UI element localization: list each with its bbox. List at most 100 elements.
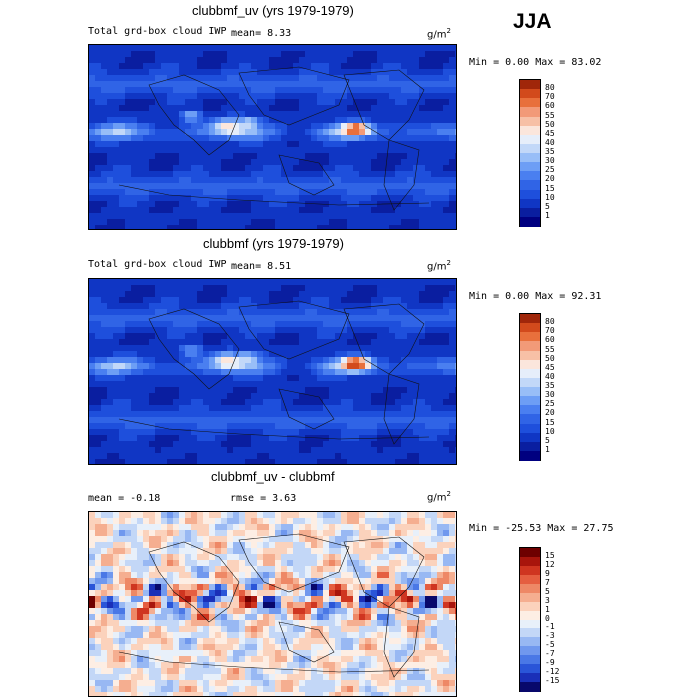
map-cell	[209, 548, 216, 555]
map-cell	[305, 309, 312, 316]
map-cell	[299, 441, 306, 448]
map-cell	[101, 333, 108, 340]
map-cell	[401, 608, 408, 615]
map-cell	[287, 447, 294, 454]
map-cell	[161, 423, 168, 430]
map-cell	[197, 309, 204, 316]
map-cell	[179, 518, 186, 525]
map-cell	[383, 207, 390, 214]
map-cell	[413, 387, 420, 394]
map-cell	[371, 512, 378, 519]
map-cell	[95, 530, 102, 537]
map-cell	[335, 111, 342, 118]
map-cell	[131, 123, 138, 130]
map-cell	[275, 75, 282, 82]
map-cell	[329, 387, 336, 394]
map-cell	[185, 596, 192, 603]
map-cell	[185, 441, 192, 448]
map-cell	[317, 518, 324, 525]
map-cell	[161, 441, 168, 448]
map-cell	[371, 93, 378, 100]
map-cell	[215, 45, 222, 52]
map-cell	[173, 129, 180, 136]
map-cell	[137, 153, 144, 160]
map-cell	[437, 135, 444, 142]
map-cell	[89, 417, 96, 424]
map-cell	[173, 141, 180, 148]
map-cell	[143, 51, 150, 58]
map-cell	[215, 129, 222, 136]
map-cell	[407, 291, 414, 298]
map-cell	[347, 225, 354, 229]
map-cell	[137, 291, 144, 298]
map-cell	[101, 165, 108, 172]
map-cell	[227, 171, 234, 178]
map-cell	[263, 111, 270, 118]
map-cell	[161, 345, 168, 352]
map-cell	[263, 435, 270, 442]
map-cell	[227, 63, 234, 70]
map-cell	[311, 357, 318, 364]
map-cell	[287, 518, 294, 525]
map-cell	[101, 93, 108, 100]
map-cell	[113, 530, 120, 537]
map-cell	[455, 441, 456, 448]
map-cell	[317, 357, 324, 364]
map-cell	[293, 309, 300, 316]
map-cell	[431, 279, 438, 286]
map-cell	[389, 57, 396, 64]
map-cell	[353, 213, 360, 220]
map-cell	[209, 141, 216, 148]
map-cell	[407, 321, 414, 328]
map-cell	[161, 572, 168, 579]
map-cell	[443, 75, 450, 82]
map-cell	[203, 429, 210, 436]
map-cell	[233, 63, 240, 70]
map-cell	[431, 123, 438, 130]
map-cell	[353, 303, 360, 310]
map-cell	[95, 171, 102, 178]
map-cell	[119, 75, 126, 82]
map-cell	[203, 129, 210, 136]
map-cell	[215, 327, 222, 334]
map-cell	[155, 375, 162, 382]
map-cell	[185, 399, 192, 406]
map-cell	[425, 518, 432, 525]
map-cell	[257, 291, 264, 298]
map-cell	[269, 375, 276, 382]
map-cell	[437, 285, 444, 292]
map-cell	[227, 554, 234, 561]
map-cell	[449, 327, 456, 334]
map-cell	[323, 459, 330, 464]
map-cell	[305, 536, 312, 543]
map-cell	[413, 45, 420, 52]
map-cell	[221, 447, 228, 454]
map-cell	[287, 213, 294, 220]
map-cell	[131, 560, 138, 567]
map-cell	[245, 345, 252, 352]
map-cell	[281, 393, 288, 400]
map-cell	[395, 219, 402, 226]
map-cell	[341, 99, 348, 106]
map-cell	[335, 147, 342, 154]
map-cell	[299, 566, 306, 573]
map-cell	[269, 63, 276, 70]
map-cell	[281, 99, 288, 106]
map-cell	[371, 321, 378, 328]
map-cell	[389, 297, 396, 304]
map-cell	[305, 219, 312, 226]
map-cell	[143, 327, 150, 334]
map-cell	[407, 123, 414, 130]
map-cell	[437, 608, 444, 615]
map-cell	[215, 201, 222, 208]
map-cell	[269, 381, 276, 388]
map-cell	[215, 411, 222, 418]
map-cell	[263, 560, 270, 567]
map-cell	[419, 345, 426, 352]
map-cell	[335, 297, 342, 304]
map-cell	[275, 369, 282, 376]
map-cell	[215, 435, 222, 442]
map-cell	[353, 584, 360, 591]
map-cell	[419, 213, 426, 220]
map-cell	[281, 423, 288, 430]
